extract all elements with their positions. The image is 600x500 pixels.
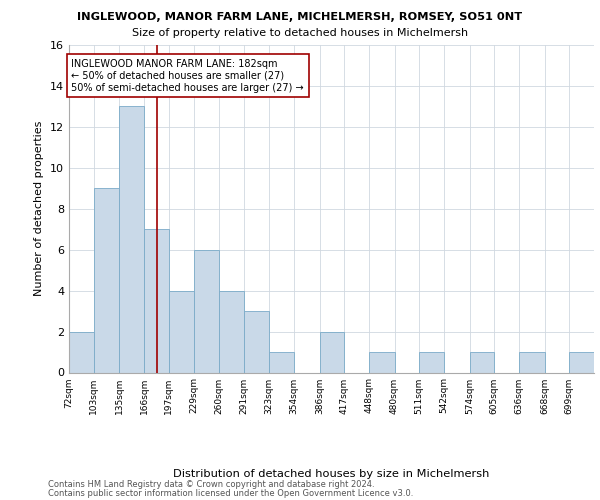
Text: Contains HM Land Registry data © Crown copyright and database right 2024.: Contains HM Land Registry data © Crown c… <box>48 480 374 489</box>
Bar <box>269 352 294 372</box>
Bar <box>144 229 169 372</box>
Bar <box>519 352 545 372</box>
Bar <box>569 352 594 372</box>
Bar <box>169 290 194 372</box>
Text: INGLEWOOD MANOR FARM LANE: 182sqm
← 50% of detached houses are smaller (27)
50% : INGLEWOOD MANOR FARM LANE: 182sqm ← 50% … <box>71 60 304 92</box>
Bar <box>94 188 119 372</box>
Bar <box>194 250 219 372</box>
Bar <box>470 352 494 372</box>
Y-axis label: Number of detached properties: Number of detached properties <box>34 121 44 296</box>
Bar <box>419 352 444 372</box>
Bar <box>119 106 144 372</box>
Bar <box>69 332 94 372</box>
Bar <box>219 290 244 372</box>
Bar <box>244 311 269 372</box>
Text: Contains public sector information licensed under the Open Government Licence v3: Contains public sector information licen… <box>48 489 413 498</box>
Text: Size of property relative to detached houses in Michelmersh: Size of property relative to detached ho… <box>132 28 468 38</box>
X-axis label: Distribution of detached houses by size in Michelmersh: Distribution of detached houses by size … <box>173 470 490 480</box>
Text: INGLEWOOD, MANOR FARM LANE, MICHELMERSH, ROMSEY, SO51 0NT: INGLEWOOD, MANOR FARM LANE, MICHELMERSH,… <box>77 12 523 22</box>
Bar <box>320 332 344 372</box>
Bar <box>369 352 395 372</box>
